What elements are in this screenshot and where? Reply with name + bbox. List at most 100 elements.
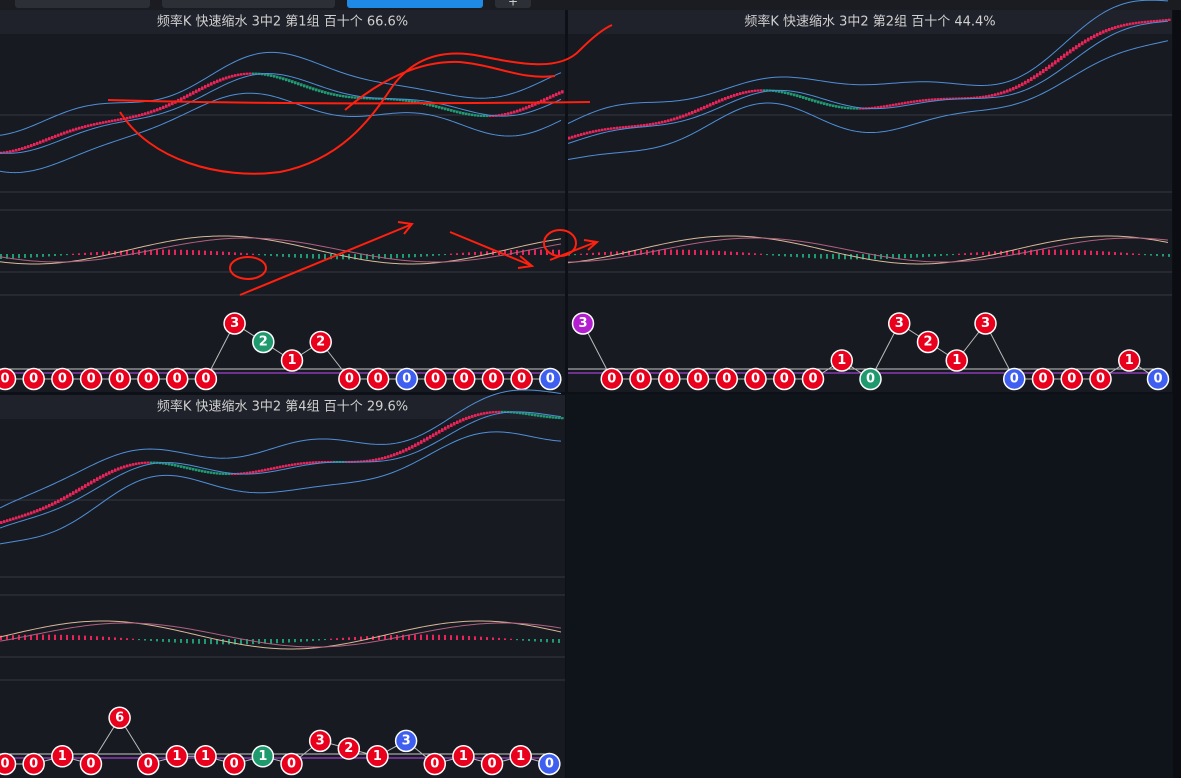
histogram-bar xyxy=(580,253,582,255)
histogram-bar xyxy=(480,636,482,640)
candle xyxy=(246,471,249,475)
candle xyxy=(703,105,706,110)
candle xyxy=(276,75,279,79)
band-line xyxy=(0,431,562,545)
candle xyxy=(282,465,285,468)
candle xyxy=(381,457,384,460)
histogram-bar xyxy=(892,254,894,259)
panel-title: 频率K 快速缩水 3中2 第4组 百十个 29.6% xyxy=(157,399,408,415)
ball-label: 6 xyxy=(115,710,124,725)
candle xyxy=(778,90,781,93)
candle xyxy=(468,113,471,116)
candle xyxy=(444,107,447,111)
histogram-bar xyxy=(312,254,314,259)
histogram-bar xyxy=(318,254,320,259)
candle xyxy=(907,101,910,104)
candle xyxy=(543,98,546,102)
histogram-bar xyxy=(712,250,714,255)
ball-label: 2 xyxy=(923,335,932,350)
candle xyxy=(519,108,522,112)
histogram-bar xyxy=(126,250,128,255)
candle xyxy=(174,464,177,467)
candle xyxy=(300,83,303,87)
histogram-bar xyxy=(390,635,392,640)
histogram-bar xyxy=(354,636,356,640)
histogram-bar xyxy=(784,254,786,257)
candle xyxy=(519,411,522,415)
ball xyxy=(658,367,681,391)
ball xyxy=(395,367,419,391)
candle xyxy=(114,468,117,472)
histogram-bar xyxy=(84,635,86,640)
histogram-bar xyxy=(192,639,194,644)
candle xyxy=(1036,73,1039,78)
candle xyxy=(312,87,315,91)
ball xyxy=(686,367,710,391)
candle xyxy=(784,91,787,95)
candle xyxy=(850,107,853,110)
candle xyxy=(994,93,997,97)
candle xyxy=(426,102,429,106)
candle xyxy=(1090,36,1093,40)
candle xyxy=(288,464,291,467)
tab[interactable] xyxy=(162,0,335,8)
candle xyxy=(60,497,63,502)
histogram-bar xyxy=(6,635,8,640)
histogram-bar xyxy=(318,639,320,641)
candle xyxy=(348,95,351,99)
histogram-bar xyxy=(150,639,152,641)
candle xyxy=(393,98,396,101)
candle xyxy=(171,463,174,467)
candle xyxy=(432,433,435,438)
candle xyxy=(63,131,66,135)
ball xyxy=(0,367,17,391)
histogram-bar xyxy=(306,254,308,259)
candle xyxy=(540,99,543,104)
tab[interactable] xyxy=(15,0,150,8)
candle xyxy=(937,98,940,101)
ball-label: 0 xyxy=(431,372,440,387)
candle xyxy=(60,132,63,136)
histogram-bar xyxy=(270,254,272,256)
candle xyxy=(438,429,441,434)
histogram-bar xyxy=(1108,251,1110,255)
candle xyxy=(93,123,96,126)
histogram-bar xyxy=(222,251,224,255)
candle xyxy=(144,112,147,116)
candle xyxy=(577,133,580,137)
panel-bg xyxy=(568,10,1172,392)
histogram-bar xyxy=(1096,250,1098,255)
histogram-bar xyxy=(546,249,548,255)
tab-add[interactable] xyxy=(495,0,531,8)
histogram-bar xyxy=(258,639,260,644)
panel-title: 频率K 快速缩水 3中2 第1组 百十个 66.6% xyxy=(157,14,408,30)
histogram-bar xyxy=(156,639,158,642)
candle xyxy=(240,73,243,76)
candle xyxy=(1123,23,1126,27)
histogram-bar xyxy=(664,249,666,255)
candle xyxy=(592,130,595,133)
candle xyxy=(54,134,57,138)
candle xyxy=(114,119,117,122)
annotation-arrow xyxy=(239,221,414,296)
candle xyxy=(75,127,78,131)
candle xyxy=(252,470,255,474)
candle xyxy=(453,422,456,426)
candle xyxy=(120,466,123,470)
candle xyxy=(552,94,555,98)
ball xyxy=(338,367,361,391)
histogram-bar xyxy=(234,252,236,255)
histogram-bar xyxy=(12,254,14,259)
histogram-bar xyxy=(486,637,488,640)
candle xyxy=(420,440,423,444)
candle xyxy=(141,461,144,465)
ball-label: 3 xyxy=(895,316,904,331)
ball-label: 0 xyxy=(29,757,38,772)
ball xyxy=(1146,367,1170,391)
histogram-bar xyxy=(802,254,804,258)
histogram-bar xyxy=(216,251,218,255)
histogram-bar xyxy=(652,249,654,255)
tab-add-label[interactable]: + xyxy=(508,0,518,9)
candle xyxy=(1129,22,1132,26)
tab-active[interactable] xyxy=(347,0,483,8)
